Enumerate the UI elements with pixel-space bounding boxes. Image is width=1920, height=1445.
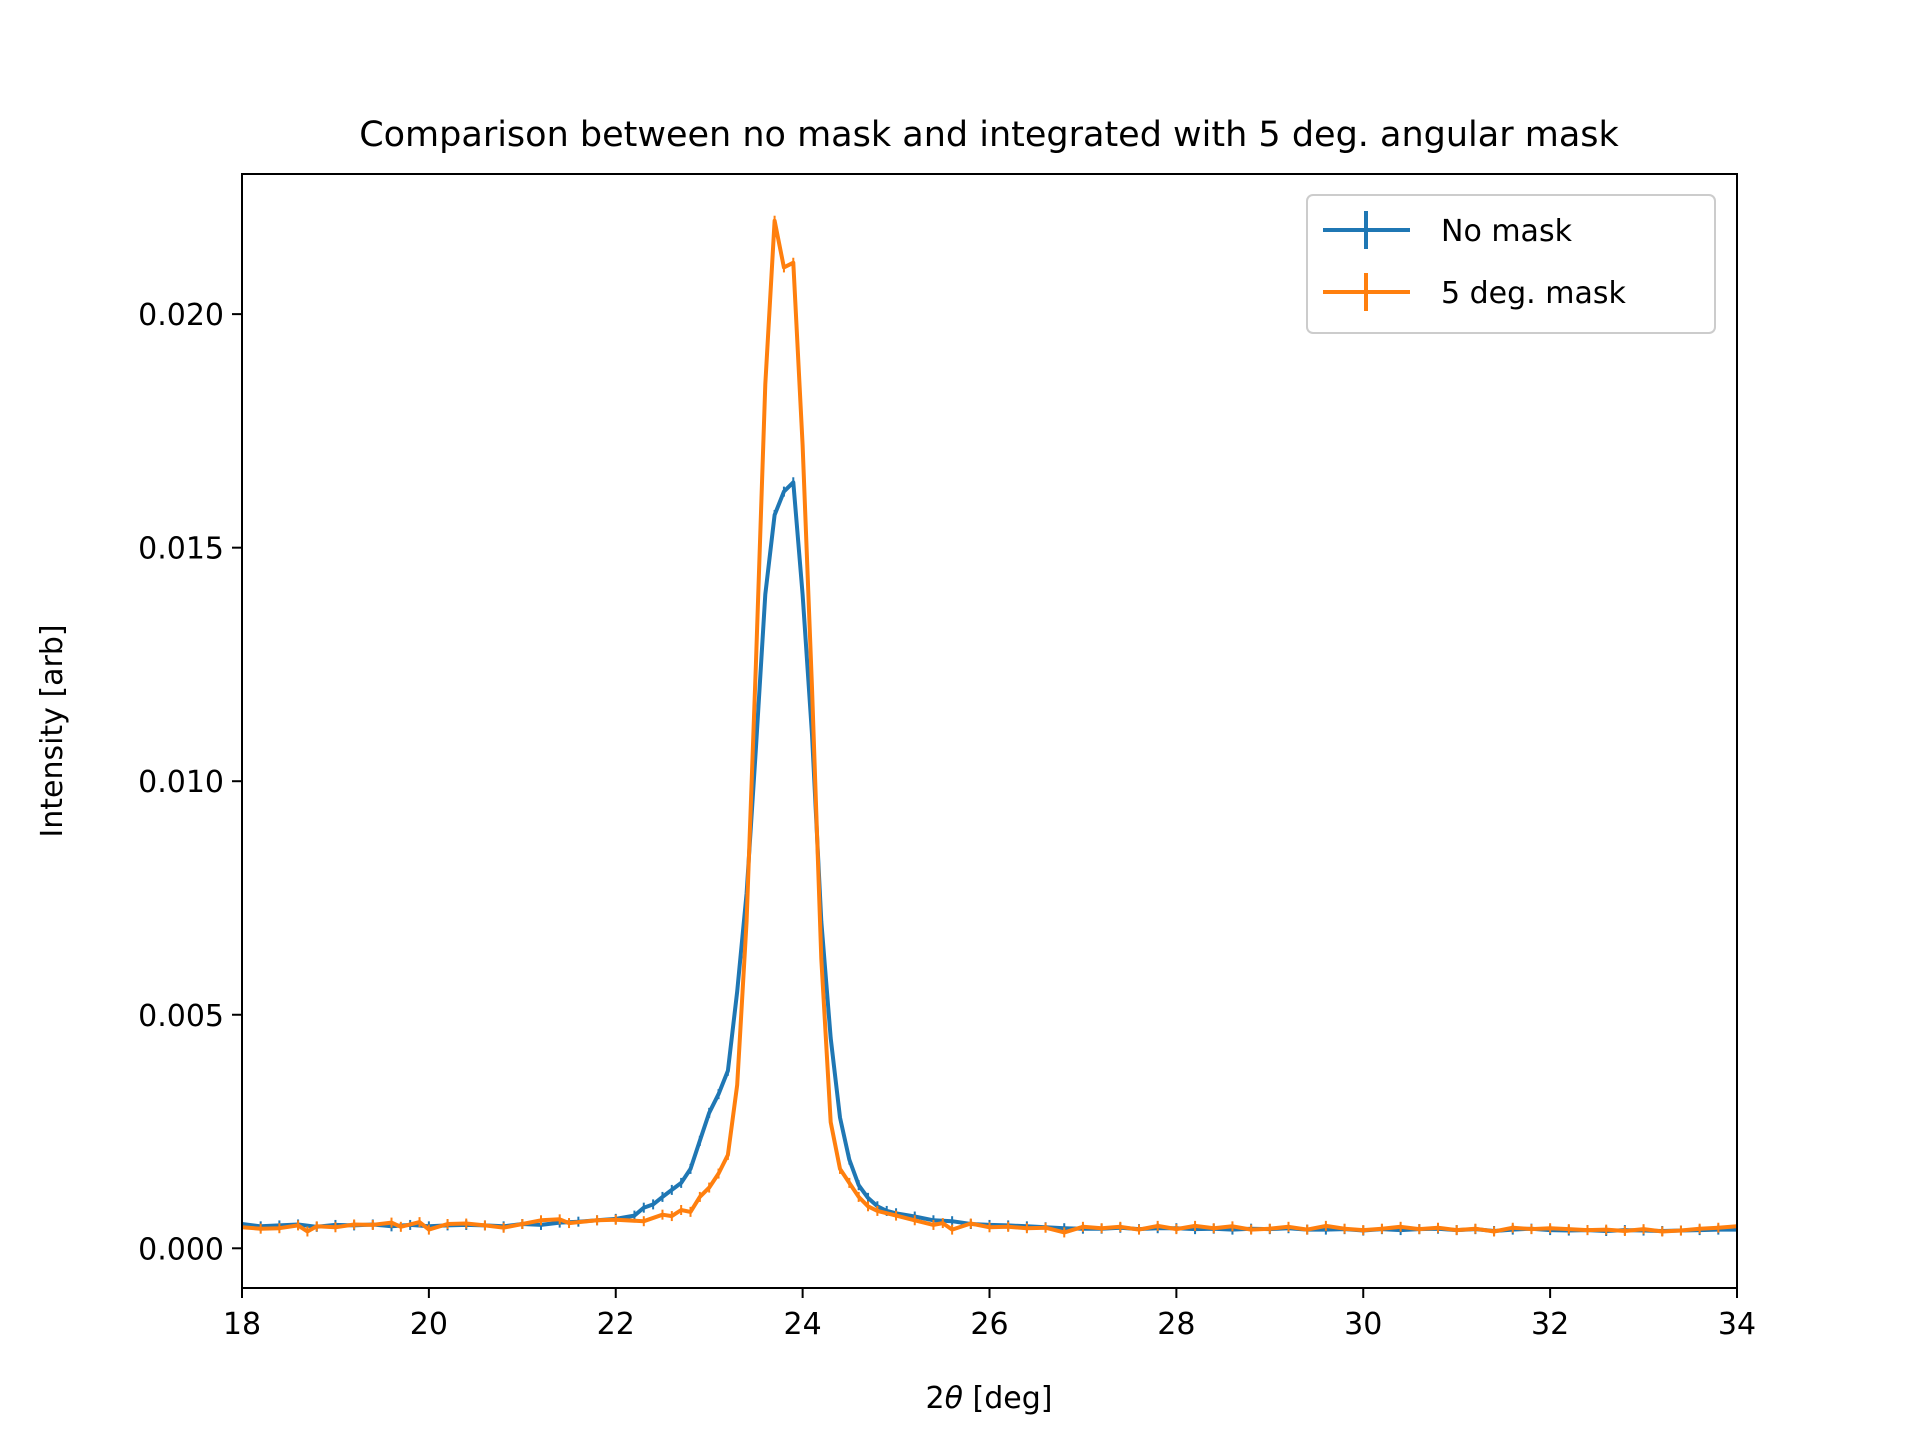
x-tick-label: 28 (1157, 1307, 1195, 1342)
x-tick-label: 22 (597, 1307, 635, 1342)
y-axis-ticks: 0.000 0.005 0.010 0.015 0.020 (138, 298, 242, 1267)
y-tick-label: 0.000 (138, 1232, 224, 1267)
y-tick-label: 0.005 (138, 999, 224, 1034)
x-axis-label: 2θ [deg] (926, 1381, 1053, 1416)
legend-item-no-mask: No mask (1323, 211, 1573, 249)
x-axis-label-suffix: [deg] (963, 1381, 1053, 1416)
chart-title: Comparison between no mask and integrate… (359, 115, 1619, 155)
x-axis-label-symbol: θ (945, 1381, 963, 1416)
x-tick-label: 20 (410, 1307, 448, 1342)
legend-label-5-deg-mask: 5 deg. mask (1441, 276, 1626, 311)
y-tick-label: 0.010 (138, 765, 224, 800)
x-tick-label: 18 (223, 1307, 261, 1342)
legend-label-no-mask: No mask (1441, 214, 1573, 249)
series-5-deg-mask (242, 215, 1737, 1238)
x-tick-label: 24 (784, 1307, 822, 1342)
plot-area (242, 215, 1737, 1238)
axes-frame (241, 173, 1738, 1289)
legend: No mask 5 deg. mask (1306, 194, 1716, 334)
x-tick-label: 32 (1531, 1307, 1569, 1342)
x-tick-label: 26 (970, 1307, 1008, 1342)
x-axis-ticks: 18 20 22 24 26 28 30 32 34 (223, 1288, 1756, 1342)
x-axis-label-prefix: 2 (926, 1381, 945, 1416)
y-axis-label: Intensity [arb] (35, 624, 70, 837)
legend-item-5-deg-mask: 5 deg. mask (1323, 273, 1626, 311)
x-tick-label: 34 (1718, 1307, 1756, 1342)
x-tick-label: 30 (1344, 1307, 1382, 1342)
y-tick-label: 0.020 (138, 298, 224, 333)
y-tick-label: 0.015 (138, 532, 224, 567)
